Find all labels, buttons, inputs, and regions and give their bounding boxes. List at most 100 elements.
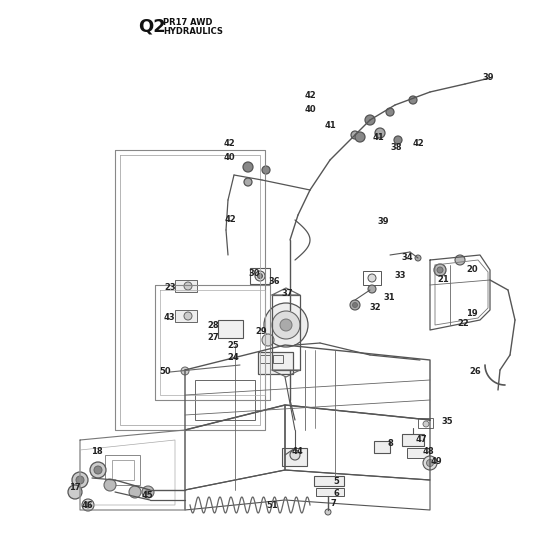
Text: 19: 19 [466, 309, 478, 318]
Text: 39: 39 [482, 72, 494, 82]
Circle shape [244, 178, 252, 186]
Text: 45: 45 [141, 491, 153, 500]
Circle shape [434, 264, 446, 276]
Text: 22: 22 [457, 319, 469, 328]
Text: 25: 25 [227, 342, 239, 351]
Circle shape [258, 273, 263, 278]
Text: 48: 48 [422, 446, 434, 455]
Circle shape [76, 476, 84, 484]
Text: 5: 5 [333, 478, 339, 487]
Text: 42: 42 [224, 216, 236, 225]
Circle shape [455, 255, 465, 265]
Text: 42: 42 [223, 138, 235, 147]
Bar [218, 320, 243, 338]
Bar [282, 448, 307, 466]
Bar [407, 448, 429, 458]
Text: 24: 24 [227, 353, 239, 362]
Bar [374, 441, 390, 453]
Circle shape [129, 486, 141, 498]
Circle shape [325, 509, 331, 515]
Text: 41: 41 [324, 122, 336, 130]
Bar [175, 310, 197, 322]
Bar [258, 352, 293, 374]
Circle shape [415, 255, 421, 261]
Text: 49: 49 [430, 456, 442, 465]
Circle shape [351, 131, 359, 139]
Bar [105, 455, 140, 485]
Text: 41: 41 [372, 133, 384, 142]
Circle shape [290, 450, 300, 460]
Text: 39: 39 [377, 217, 389, 226]
Text: 21: 21 [437, 276, 449, 284]
Circle shape [264, 303, 308, 347]
Circle shape [85, 502, 91, 508]
Circle shape [423, 421, 429, 427]
Bar [363, 271, 381, 285]
Text: 36: 36 [268, 278, 280, 287]
Text: 37: 37 [281, 288, 293, 297]
Bar [314, 476, 344, 486]
Text: 18: 18 [91, 447, 103, 456]
Circle shape [262, 334, 274, 346]
Circle shape [72, 472, 88, 488]
Bar [418, 418, 433, 428]
Circle shape [394, 136, 402, 144]
Text: 50: 50 [159, 367, 171, 376]
Circle shape [437, 267, 443, 273]
Circle shape [82, 499, 94, 511]
Text: 32: 32 [369, 304, 381, 312]
Text: 34: 34 [401, 254, 413, 263]
Circle shape [368, 274, 376, 282]
Circle shape [350, 300, 360, 310]
Text: 29: 29 [255, 328, 267, 337]
Text: 31: 31 [383, 293, 395, 302]
Circle shape [184, 282, 192, 290]
Text: 43: 43 [163, 314, 175, 323]
Text: 47: 47 [415, 436, 427, 445]
Bar [195, 380, 255, 420]
Circle shape [90, 462, 106, 478]
Text: 42: 42 [304, 91, 316, 100]
Bar [250, 268, 270, 284]
Text: 40: 40 [304, 105, 316, 114]
Circle shape [280, 319, 292, 331]
Circle shape [243, 162, 253, 172]
Circle shape [255, 271, 265, 281]
Circle shape [272, 311, 300, 339]
Bar [260, 355, 270, 363]
Text: 17: 17 [69, 483, 81, 492]
Text: 23: 23 [164, 282, 176, 292]
Circle shape [68, 485, 82, 499]
Bar [112, 460, 134, 480]
Text: 8: 8 [387, 440, 393, 449]
Circle shape [104, 479, 116, 491]
Text: 51: 51 [266, 502, 278, 511]
Circle shape [423, 456, 437, 470]
Bar [273, 355, 283, 363]
Text: 38: 38 [390, 143, 402, 152]
Text: 40: 40 [223, 152, 235, 161]
Text: 7: 7 [330, 500, 336, 508]
Text: 6: 6 [333, 488, 339, 497]
Bar [175, 280, 197, 292]
Circle shape [94, 466, 102, 474]
Circle shape [184, 312, 192, 320]
Circle shape [386, 108, 394, 116]
Circle shape [365, 115, 375, 125]
Circle shape [352, 302, 357, 307]
Text: 44: 44 [291, 447, 303, 456]
Text: 26: 26 [469, 367, 481, 376]
Bar [402, 434, 424, 446]
Text: 27: 27 [207, 334, 219, 343]
Circle shape [409, 96, 417, 104]
Text: 30: 30 [248, 268, 260, 278]
Circle shape [355, 132, 365, 142]
Text: 46: 46 [81, 502, 93, 511]
Text: 33: 33 [394, 272, 406, 281]
Circle shape [427, 460, 433, 466]
Circle shape [375, 128, 385, 138]
Text: 20: 20 [466, 264, 478, 273]
Text: PR17 AWD: PR17 AWD [163, 18, 212, 27]
Text: 42: 42 [412, 138, 424, 147]
Text: 28: 28 [207, 321, 219, 330]
